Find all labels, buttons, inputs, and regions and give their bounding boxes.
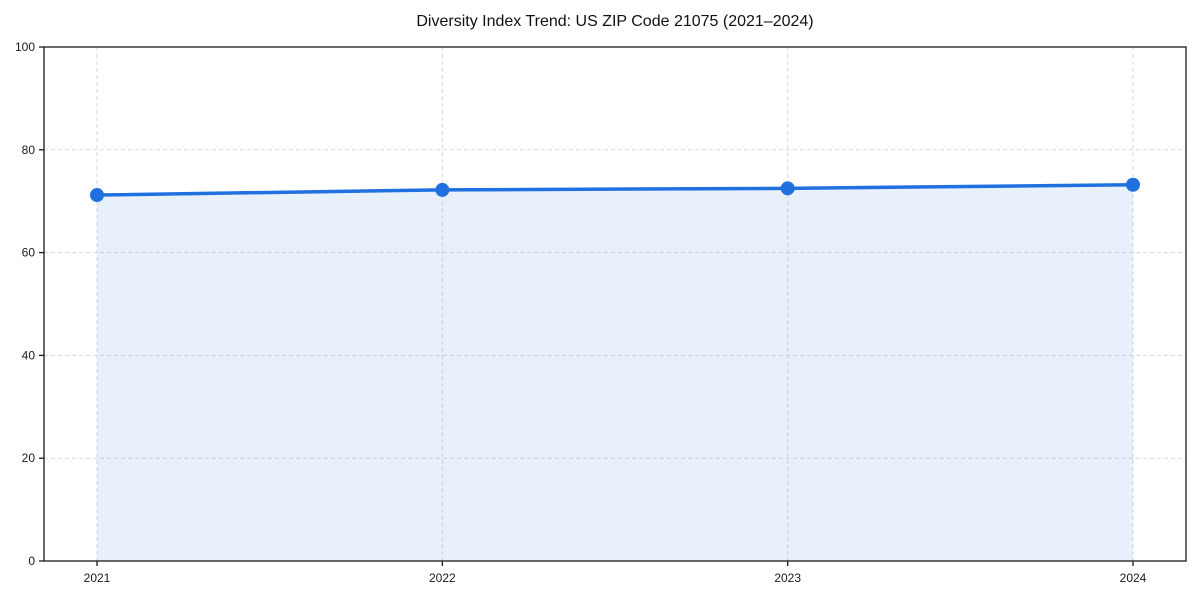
y-tick-label-100: 100 — [15, 40, 35, 54]
y-tick-label-80: 80 — [22, 143, 36, 157]
plot-border — [43, 46, 1187, 562]
y-tick-label-40: 40 — [22, 348, 36, 362]
y-tick-label-20: 20 — [22, 451, 36, 465]
y-tick-label-0: 0 — [28, 554, 35, 568]
chart-title: Diversity Index Trend: US ZIP Code 21075… — [416, 13, 814, 30]
x-tick-label-2021: 2021 — [84, 571, 111, 585]
data-point-2021 — [90, 188, 104, 203]
data-point-2022 — [435, 182, 450, 197]
trend-line — [95, 183, 1135, 197]
area-fill — [97, 184, 1133, 561]
y-tick-label-60: 60 — [22, 246, 36, 260]
x-tick-label-2024: 2024 — [1120, 571, 1147, 585]
data-point-2023 — [780, 181, 795, 196]
x-tick-label-2022: 2022 — [429, 571, 456, 585]
x-tick-label-2023: 2023 — [774, 571, 801, 585]
data-point-2024 — [1126, 177, 1140, 192]
